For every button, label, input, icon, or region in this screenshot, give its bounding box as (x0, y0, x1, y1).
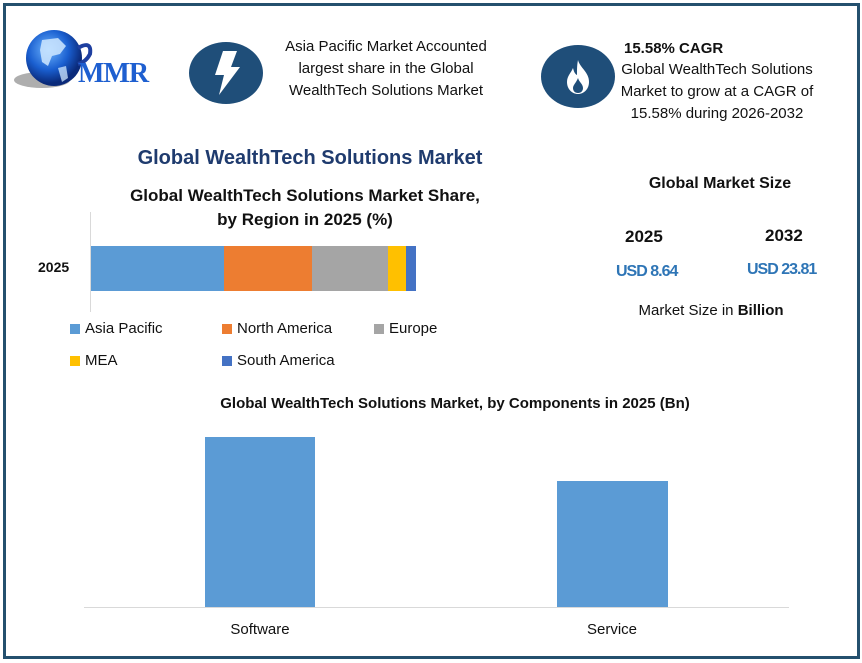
region-chart-title-line: by Region in 2025 (%) (217, 210, 393, 229)
legend-south-america: South America (222, 352, 335, 369)
cagr-title: 15.58% CAGR (624, 40, 724, 57)
legend-label: South America (237, 352, 335, 369)
category-service: Service (586, 621, 638, 638)
market-size-unit: Market Size in Billion (600, 302, 822, 319)
cagr-description: Global WealthTech Solutions Market to gr… (612, 59, 822, 125)
globe-icon (14, 30, 93, 88)
region-chart-title-line: Global WealthTech Solutions Market Share… (130, 186, 480, 205)
main-title: Global WealthTech Solutions Market (137, 147, 483, 169)
region-stacked-bar (91, 246, 416, 291)
segment-south-america (406, 246, 416, 291)
asia-pacific-highlight: Asia Pacific Market Accounted largest sh… (268, 36, 504, 102)
cagr-line: 15.58% during 2026-2032 (630, 105, 804, 122)
legend-asia-pacific: Asia Pacific (70, 320, 163, 337)
market-year-2025: 2025 (625, 227, 663, 246)
segment-europe (312, 246, 388, 291)
category-software: Software (230, 621, 290, 638)
market-size-title: Global Market Size (648, 175, 792, 192)
legend-swatch (374, 323, 384, 334)
legend-label: Asia Pacific (85, 320, 163, 337)
legend-north-america: North America (222, 320, 332, 337)
bar-software (205, 437, 315, 607)
mmr-logo: MMR (12, 28, 172, 100)
market-year-2032: 2032 (765, 226, 803, 245)
region-chart-title: Global WealthTech Solutions Market Share… (40, 184, 570, 232)
logo-text: MMR (78, 58, 149, 89)
legend-label: MEA (85, 352, 118, 369)
segment-north-america (224, 246, 312, 291)
infographic-frame (3, 3, 860, 659)
segment-mea (388, 246, 406, 291)
legend-mea: MEA (70, 352, 118, 369)
legend-label: Europe (389, 320, 438, 337)
unit-bold: Billion (737, 302, 784, 319)
legend-europe: Europe (374, 320, 437, 337)
market-value-2025: USD 8.64 (616, 263, 678, 280)
highlight-line: WealthTech Solutions Market (289, 82, 483, 99)
components-chart-axis (84, 607, 789, 608)
highlight-line: largest share in the Global (298, 60, 474, 77)
legend-swatch (70, 323, 80, 334)
bar-service (557, 481, 668, 607)
lightning-icon (189, 42, 263, 104)
components-chart-title: Global WealthTech Solutions Market, by C… (220, 395, 690, 412)
region-chart-category: 2025 (38, 259, 70, 275)
market-value-2032: USD 23.81 (747, 261, 817, 278)
flame-icon (541, 45, 615, 108)
legend-swatch (70, 355, 80, 366)
cagr-line: Global WealthTech Solutions (621, 61, 813, 78)
segment-asia-pacific (91, 246, 224, 291)
highlight-line: Asia Pacific Market Accounted (285, 38, 487, 55)
legend-swatch (222, 355, 232, 366)
unit-prefix: Market Size in (638, 302, 738, 319)
legend-label: North America (237, 320, 333, 337)
region-chart-axis (90, 212, 91, 312)
legend-swatch (222, 323, 232, 334)
cagr-line: Market to grow at a CAGR of (620, 83, 814, 100)
